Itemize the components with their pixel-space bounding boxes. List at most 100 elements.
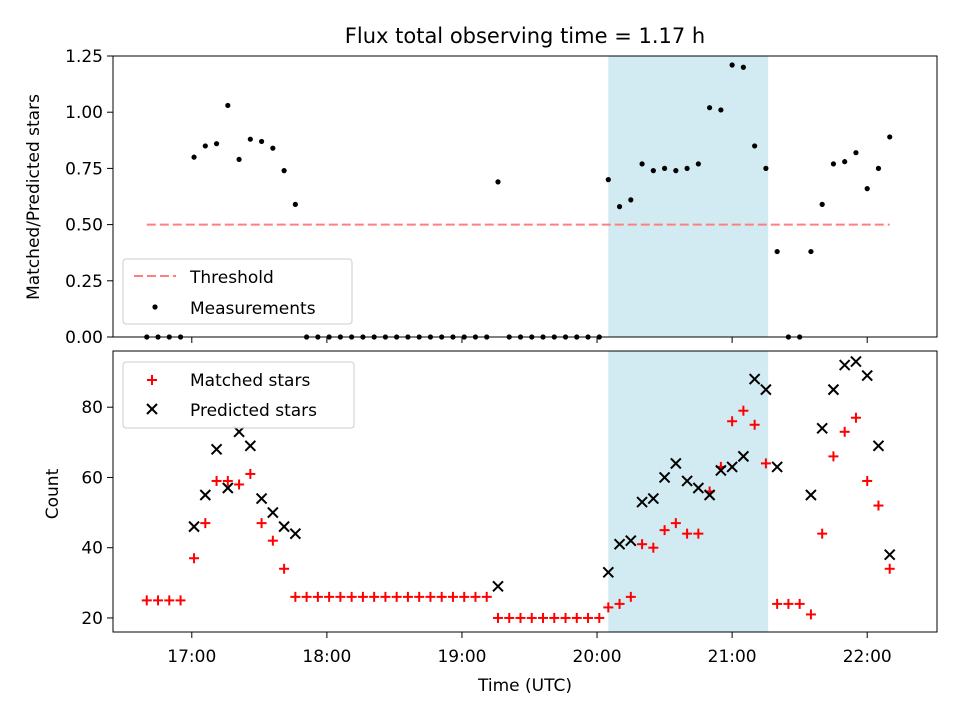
- predicted-star-point: [670, 457, 682, 470]
- matched-star-point: [583, 612, 594, 623]
- matched-star-point: [526, 612, 537, 623]
- measurement-point: [661, 165, 668, 171]
- predicted-star-point: [244, 440, 257, 452]
- measurement-point: [684, 165, 690, 171]
- predicted-star-point: [715, 464, 727, 477]
- matched-star-point: [549, 612, 560, 623]
- matched-star-point: [682, 528, 693, 539]
- matched-star-point: [772, 598, 783, 609]
- predicted-star-point: [289, 527, 302, 540]
- predicted-star-point: [748, 373, 761, 385]
- predicted-star-point: [850, 355, 862, 368]
- predicted-star-point: [861, 369, 873, 382]
- bottom-xtick-label: 20:00: [573, 647, 622, 667]
- legend-threshold-label: Threshold: [189, 268, 274, 288]
- matched-star-point: [862, 475, 873, 486]
- measurement-point: [830, 161, 837, 167]
- measurement-point: [887, 134, 893, 140]
- legend-predicted-marker: [146, 403, 158, 415]
- top-ytick-label: 0.25: [65, 272, 103, 292]
- predicted-star-point: [255, 492, 268, 505]
- matched-star-point: [828, 451, 839, 462]
- predicted-star-point: [760, 383, 772, 396]
- matched-star-point: [414, 591, 425, 602]
- matched-star-point: [749, 419, 760, 430]
- measurement-point: [763, 165, 769, 171]
- top-ytick-label: 0.75: [65, 159, 103, 179]
- measurement-point: [292, 201, 298, 207]
- matched-star-point: [794, 598, 805, 609]
- measurement-point: [842, 159, 848, 165]
- matched-star-point: [817, 528, 828, 539]
- predicted-star-point: [278, 520, 290, 533]
- observing-window-shade: [608, 351, 769, 632]
- top-ytick-label: 1.00: [65, 103, 103, 123]
- matched-star-point: [245, 468, 256, 479]
- bottom-xtick-label: 22:00: [843, 647, 892, 667]
- bottom-xtick-label: 17:00: [167, 647, 216, 667]
- matched-star-point: [380, 591, 391, 602]
- predicted-star-point: [636, 496, 648, 508]
- legend-measurement-marker: [152, 304, 158, 310]
- matched-star-point: [805, 609, 816, 620]
- matched-star-point: [839, 426, 850, 437]
- matched-star-point: [783, 598, 794, 609]
- top-panel: 0.00 0.25 0.50 0.75 1.00 1.25 Matched/Predict…: [24, 47, 938, 348]
- measurement-point: [247, 136, 253, 142]
- bottom-ytick-label: 60: [81, 468, 103, 488]
- matched-star-point: [648, 542, 659, 553]
- predicted-star-point: [838, 359, 851, 371]
- predicted-star-point: [816, 422, 828, 434]
- matched-star-point: [211, 475, 222, 486]
- matched-star-point: [301, 591, 312, 602]
- matched-star-point: [447, 591, 458, 602]
- measurement-point: [191, 154, 197, 160]
- predicted-star-point: [692, 482, 705, 494]
- bottom-xlabel: Time (UTC): [477, 676, 572, 696]
- measurement-point: [752, 143, 758, 149]
- matched-star-point: [850, 412, 861, 423]
- top-ytick-label: 0.50: [65, 216, 103, 236]
- matched-star-point: [234, 479, 245, 490]
- predicted-star-point: [267, 506, 279, 519]
- predicted-star-point: [827, 383, 840, 396]
- predicted-star-point: [222, 482, 234, 494]
- matched-star-point: [189, 553, 200, 564]
- matched-star-point: [727, 416, 738, 427]
- matched-star-point: [873, 500, 884, 511]
- matched-star-point: [346, 591, 357, 602]
- matched-star-point: [335, 591, 346, 602]
- matched-star-point: [492, 612, 503, 623]
- measurement-point: [864, 186, 870, 192]
- matched-star-point: [256, 518, 267, 529]
- measurement-point: [605, 177, 611, 183]
- matched-star-point: [470, 591, 481, 602]
- matched-star-point: [481, 591, 492, 602]
- bottom-legend: Matched stars Predicted stars: [122, 361, 355, 429]
- measurement-point: [616, 204, 623, 210]
- matched-star-point: [425, 591, 436, 602]
- matched-star-point: [153, 595, 164, 606]
- measurement-point: [729, 62, 735, 68]
- chart-title: Flux total observing time = 1.17 h: [345, 24, 705, 48]
- bottom-ytick-label: 20: [81, 609, 103, 629]
- bottom-ytick-label: 80: [81, 398, 103, 418]
- measurement-point: [202, 143, 208, 149]
- matched-star-point: [538, 612, 549, 623]
- bottom-ylabel: Count: [43, 468, 63, 519]
- legend-matched-label: Matched stars: [190, 371, 310, 391]
- matched-star-point: [738, 405, 749, 416]
- matched-star-point: [141, 595, 152, 606]
- predicted-star-point: [188, 520, 200, 533]
- top-ylabel: Matched/Predicted stars: [24, 94, 44, 300]
- predicted-star-point: [647, 492, 660, 505]
- matched-star-point: [603, 602, 614, 613]
- predicted-star-point: [658, 471, 671, 484]
- measurement-point: [875, 165, 882, 171]
- legend-matched-marker: [147, 375, 157, 385]
- predicted-star-point: [625, 534, 637, 547]
- matched-star-point: [436, 591, 447, 602]
- matched-star-point: [515, 612, 526, 623]
- top-ytick-label: 1.25: [65, 47, 103, 67]
